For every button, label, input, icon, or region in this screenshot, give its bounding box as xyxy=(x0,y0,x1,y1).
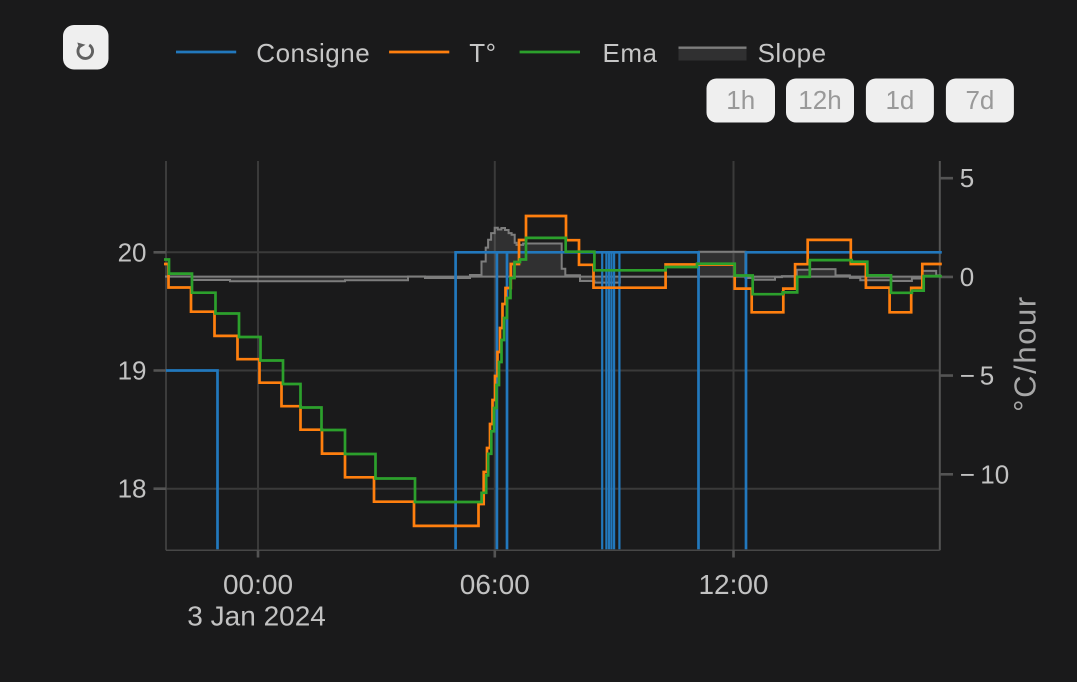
svg-text:12:00: 12:00 xyxy=(698,569,768,600)
svg-text:3 Jan 2024: 3 Jan 2024 xyxy=(187,601,326,632)
svg-text:19: 19 xyxy=(118,356,147,386)
svg-text:5: 5 xyxy=(980,361,994,391)
svg-text:18: 18 xyxy=(118,474,147,504)
svg-text:T°: T° xyxy=(469,38,496,68)
svg-text:−: − xyxy=(960,459,975,489)
svg-text:7d: 7d xyxy=(965,85,994,115)
svg-text:Ema: Ema xyxy=(603,38,658,68)
svg-text:00:00: 00:00 xyxy=(223,569,293,600)
svg-text:Consigne: Consigne xyxy=(256,38,370,68)
svg-text:06:00: 06:00 xyxy=(460,569,530,600)
svg-text:1h: 1h xyxy=(726,85,755,115)
svg-text:5: 5 xyxy=(960,163,974,193)
svg-text:Slope: Slope xyxy=(758,38,827,68)
svg-text:12h: 12h xyxy=(798,85,841,115)
svg-text:°C/hour: °C/hour xyxy=(1008,295,1043,412)
svg-text:1d: 1d xyxy=(885,85,914,115)
svg-text:20: 20 xyxy=(118,237,147,267)
svg-text:0: 0 xyxy=(960,262,974,292)
svg-text:−: − xyxy=(960,361,975,391)
svg-text:10: 10 xyxy=(980,459,1009,489)
